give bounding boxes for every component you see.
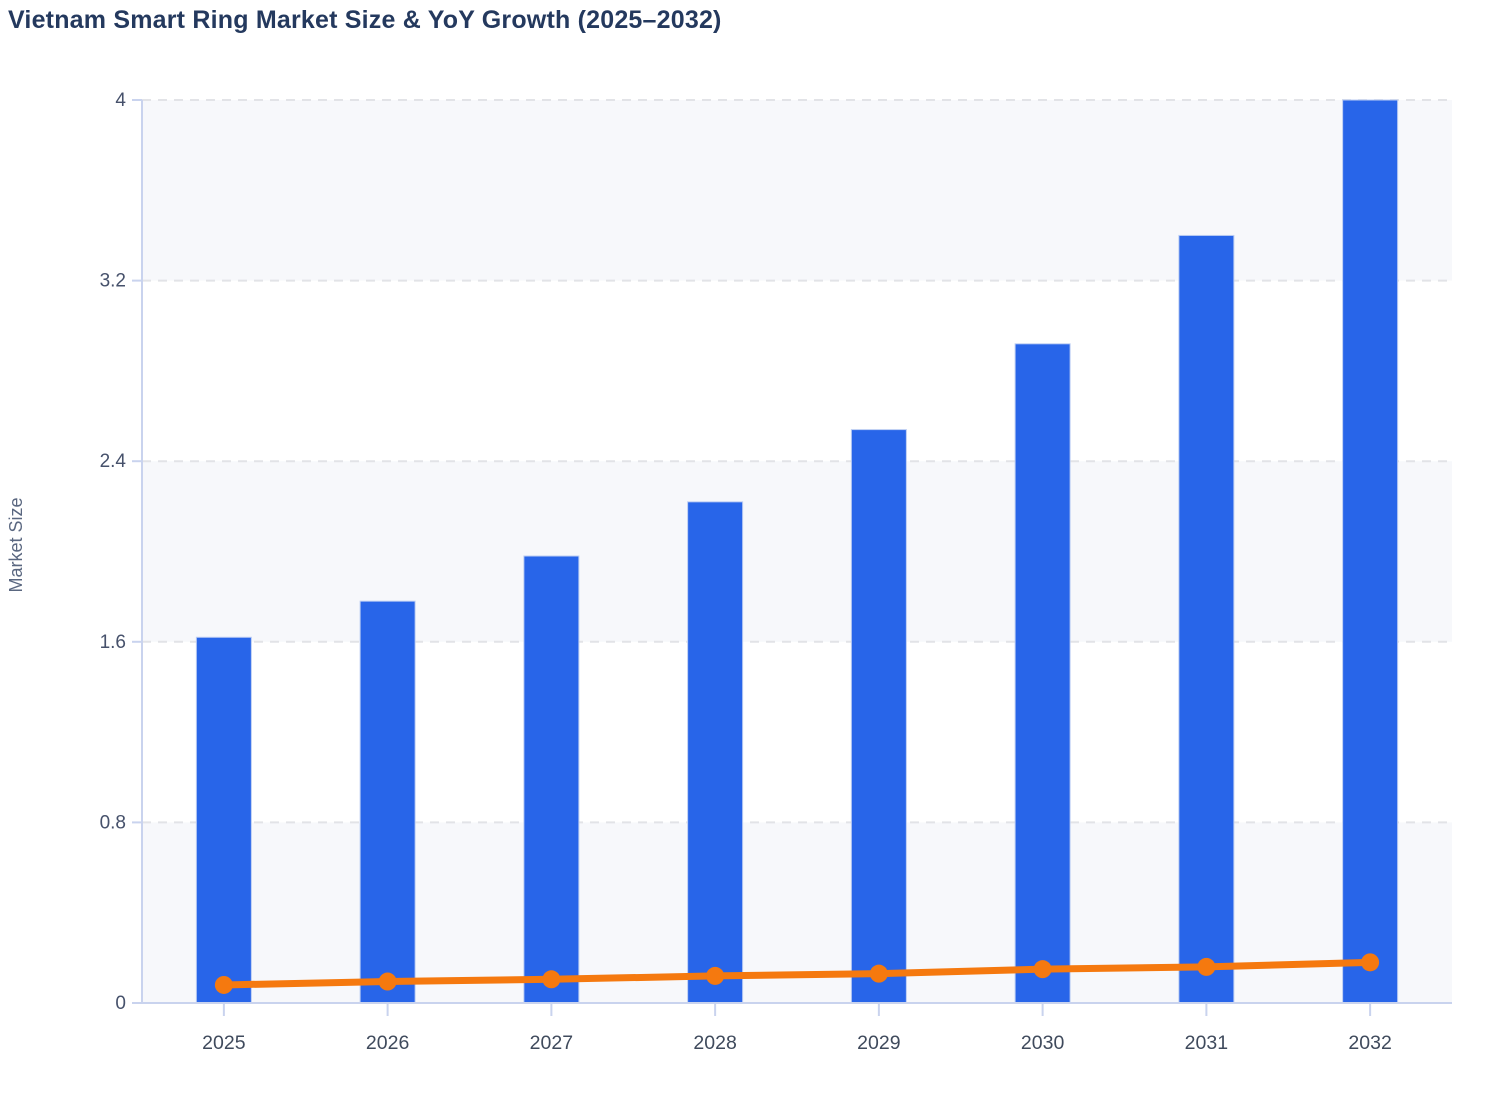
bar-2030[interactable] [1014, 343, 1071, 1004]
bar-2026[interactable] [359, 600, 416, 1004]
grid-band [142, 100, 1452, 281]
y-tick-label: 1.6 [100, 632, 126, 653]
growth-marker-2026[interactable] [378, 972, 397, 991]
bar-2031[interactable] [1178, 234, 1235, 1004]
growth-marker-2028[interactable] [706, 966, 725, 985]
bar-2032[interactable] [1342, 99, 1399, 1004]
x-tick-label: 2026 [366, 1032, 409, 1054]
x-tick-label: 2027 [530, 1032, 573, 1054]
bar-2029[interactable] [850, 429, 907, 1004]
grid-band [142, 461, 1452, 642]
bar-2028[interactable] [687, 501, 744, 1004]
y-tick-label: 2.4 [100, 451, 127, 472]
growth-marker-2030[interactable] [1033, 960, 1052, 979]
growth-line [220, 958, 1374, 989]
y-tick-label: 0 [115, 993, 126, 1014]
growth-marker-2032[interactable] [1361, 953, 1380, 972]
y-tick-label: 3.2 [100, 271, 126, 292]
chart-title: Vietnam Smart Ring Market Size & YoY Gro… [8, 6, 722, 34]
y-axis-title: Market Size [6, 497, 26, 593]
y-tick-label: 0.8 [100, 812, 126, 833]
x-tick-label: 2031 [1185, 1032, 1228, 1054]
bar-2025[interactable] [195, 636, 252, 1004]
growth-marker-2029[interactable] [869, 964, 888, 983]
growth-marker-2025[interactable] [214, 975, 233, 994]
bar-2027[interactable] [523, 555, 580, 1004]
y-tick-label: 4 [115, 90, 126, 111]
x-tick-label: 2032 [1348, 1032, 1391, 1054]
growth-marker-2027[interactable] [542, 970, 561, 989]
x-tick-label: 2030 [1021, 1032, 1065, 1054]
growth-marker-2031[interactable] [1197, 957, 1216, 976]
x-tick-label: 2029 [857, 1032, 900, 1054]
x-tick-label: 2028 [693, 1032, 736, 1054]
x-tick-label: 2025 [202, 1032, 246, 1054]
